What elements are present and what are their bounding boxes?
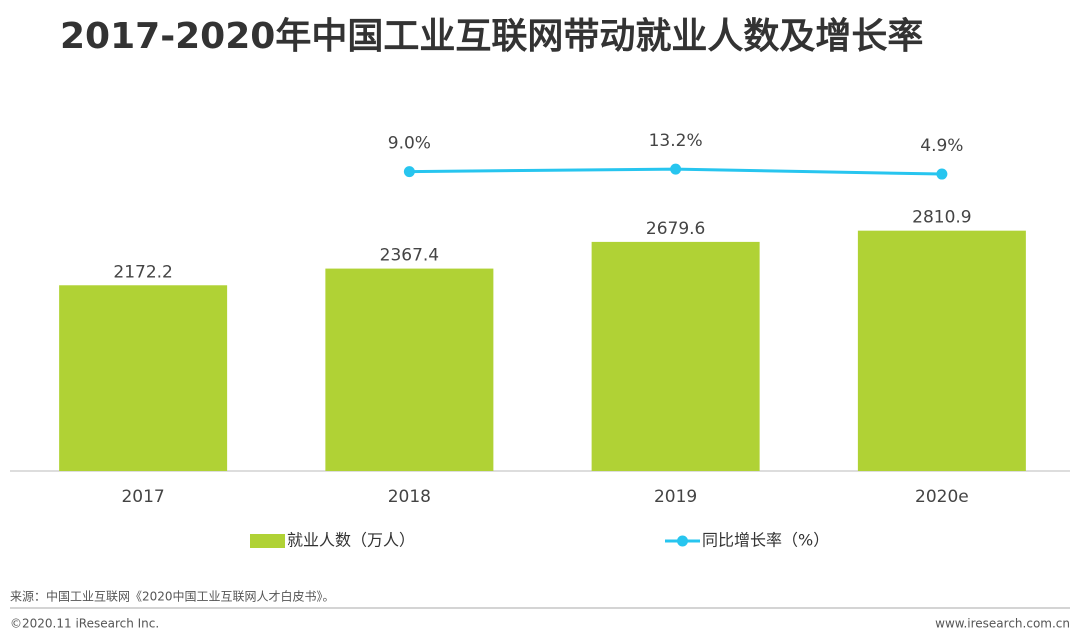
bar-value-label: 2172.2 xyxy=(113,262,172,282)
bar xyxy=(591,241,760,471)
line-point xyxy=(403,166,415,178)
x-tick-label: 2017 xyxy=(121,487,164,507)
point-value-label: 4.9% xyxy=(920,136,963,156)
line-point xyxy=(670,163,682,175)
x-tick-label: 2018 xyxy=(388,487,431,507)
bar-value-label: 2679.6 xyxy=(646,219,705,239)
legend-swatch xyxy=(250,534,285,548)
bar xyxy=(325,268,494,471)
x-tick-label: 2019 xyxy=(654,487,697,507)
legend-label: 就业人数（万人） xyxy=(287,531,415,550)
bar-value-label: 2367.4 xyxy=(380,246,439,266)
bar-value-label: 2810.9 xyxy=(912,208,971,228)
bar xyxy=(857,230,1026,471)
x-tick-label: 2020e xyxy=(915,487,969,507)
bar xyxy=(59,285,228,471)
website: www.iresearch.com.cn xyxy=(935,617,1070,631)
legend-label: 同比增长率（%） xyxy=(702,531,829,550)
point-value-label: 13.2% xyxy=(649,131,703,151)
copyright: ©2020.11 iResearch Inc. xyxy=(10,617,159,631)
line-point xyxy=(936,168,948,180)
source: 来源：中国工业互联网《2020中国工业互联网人才白皮书》。 xyxy=(10,589,335,604)
legend-swatch-point xyxy=(677,535,688,547)
point-value-label: 9.0% xyxy=(388,134,431,154)
chart-title: 2017-2020年中国工业互联网带动就业人数及增长率 xyxy=(60,16,923,57)
